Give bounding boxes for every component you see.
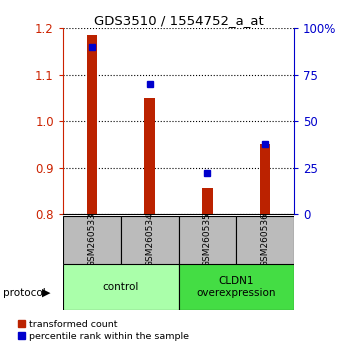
Bar: [63, 216, 121, 264]
Text: GSM260534: GSM260534: [145, 212, 154, 267]
Bar: [63, 264, 178, 310]
Text: protocol: protocol: [3, 288, 46, 298]
Bar: [144, 98, 155, 214]
Bar: [236, 216, 294, 264]
Text: control: control: [103, 282, 139, 292]
Bar: [202, 188, 212, 214]
Bar: [178, 216, 236, 264]
Text: GSM260535: GSM260535: [203, 212, 212, 267]
Bar: [87, 35, 97, 214]
Bar: [260, 144, 270, 214]
Text: CLDN1
overexpression: CLDN1 overexpression: [197, 276, 276, 298]
Legend: transformed count, percentile rank within the sample: transformed count, percentile rank withi…: [18, 320, 189, 341]
Text: GSM260536: GSM260536: [261, 212, 270, 267]
Bar: [178, 264, 294, 310]
Bar: [121, 216, 178, 264]
Text: GSM260533: GSM260533: [87, 212, 96, 267]
Title: GDS3510 / 1554752_a_at: GDS3510 / 1554752_a_at: [94, 14, 264, 27]
Text: ▶: ▶: [42, 288, 50, 298]
